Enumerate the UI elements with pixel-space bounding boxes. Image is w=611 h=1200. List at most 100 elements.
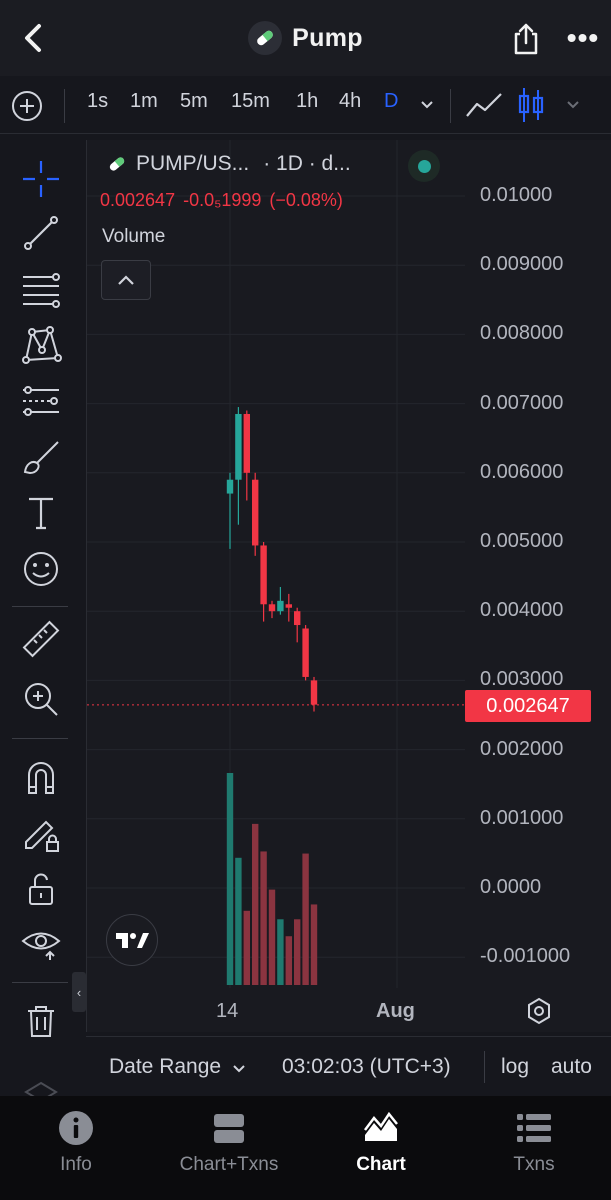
legend-change: -0.0₅1999 — [183, 190, 262, 210]
interval-1h[interactable]: 1h — [296, 90, 319, 112]
tab-txns[interactable]: Txns — [459, 1110, 609, 1186]
candle-body — [268, 604, 276, 612]
toolbar-divider — [12, 982, 68, 983]
magnet-tool[interactable] — [18, 754, 64, 800]
pump-coin-logo — [248, 21, 283, 55]
price-axis-label: 0.006000 — [480, 460, 564, 483]
chart-legend[interactable]: PUMP/US... · 1D · d... — [106, 152, 351, 176]
pill-icon — [257, 30, 274, 46]
magnet-icon — [28, 762, 54, 794]
add-indicator-icon[interactable] — [10, 89, 44, 123]
share-button[interactable] — [505, 18, 547, 60]
crosshair-icon — [23, 161, 59, 197]
volume-bar — [252, 823, 259, 985]
candle-body — [302, 628, 309, 677]
clock-readout[interactable]: 03:02:03 (UTC+3) — [282, 1055, 451, 1078]
toolbar-collapse-tab[interactable]: ‹ — [72, 972, 86, 1012]
date-range-bar: Date Range 03:02:03 (UTC+3) log auto — [86, 1036, 611, 1096]
lock-drawing-tool[interactable] — [18, 810, 64, 856]
trend-line-icon — [24, 216, 58, 250]
chevron-down-icon[interactable] — [230, 1059, 248, 1077]
price-axis-label: 0.009000 — [480, 253, 564, 276]
fib-tool[interactable] — [18, 266, 64, 312]
app-header: Pump ••• — [0, 0, 611, 76]
legend-symbol: PUMP/US... — [136, 152, 250, 175]
text-tool[interactable] — [18, 490, 64, 536]
zoom-tool[interactable] — [18, 676, 64, 722]
candle-body — [243, 413, 250, 473]
delete-tool[interactable] — [18, 998, 64, 1044]
text-icon — [29, 497, 53, 530]
line-chart-icon[interactable] — [464, 90, 504, 120]
crosshair-tool[interactable] — [18, 156, 64, 202]
pattern-icon — [22, 326, 62, 364]
tab-label: Txns — [513, 1154, 555, 1175]
volume-bar — [294, 919, 301, 985]
chevron-down-icon[interactable] — [415, 92, 439, 116]
price-axis-label: 0.005000 — [480, 530, 564, 552]
lock-all-tool[interactable] — [18, 866, 64, 912]
legend-price: 0.002647 — [100, 190, 176, 210]
chevron-left-icon — [25, 24, 41, 52]
candle-body — [310, 680, 318, 705]
volume-bar — [268, 889, 276, 985]
tradingview-logo[interactable] — [106, 914, 158, 966]
measure-tool[interactable] — [18, 616, 64, 662]
tab-info[interactable]: Info — [1, 1110, 151, 1186]
interval-1m[interactable]: 1m — [130, 90, 158, 112]
volume-bar — [277, 919, 284, 985]
tab-label: Chart — [356, 1154, 406, 1175]
settings-icon[interactable] — [524, 996, 554, 1026]
toolbar-divider — [64, 89, 65, 123]
market-status-indicator[interactable] — [408, 150, 440, 182]
split-view-icon — [211, 1110, 247, 1146]
more-icon: ••• — [566, 22, 600, 53]
candlestick-icon[interactable] — [516, 86, 546, 124]
time-axis-label: Aug — [376, 1000, 415, 1022]
ruler-icon — [22, 620, 60, 658]
log-scale-toggle[interactable]: log — [501, 1055, 530, 1078]
last-price-tag: 0.002647 — [465, 690, 591, 722]
forecast-icon — [23, 386, 59, 416]
header-title-group: Pump — [248, 21, 363, 55]
hide-drawings-tool[interactable] — [18, 920, 64, 966]
emoji-tool[interactable] — [18, 546, 64, 592]
rangebar-divider — [484, 1051, 485, 1083]
brush-tool[interactable] — [18, 434, 64, 480]
candle-body — [226, 479, 234, 494]
back-button[interactable] — [14, 18, 52, 58]
candle-body — [235, 413, 242, 480]
tab-chart-txns[interactable]: Chart+Txns — [154, 1110, 304, 1186]
collapse-legend-button[interactable] — [101, 260, 151, 300]
price-axis-label: 0.01000 — [480, 184, 553, 206]
volume-indicator-label[interactable]: Volume — [102, 226, 166, 247]
candle-body — [294, 611, 301, 626]
list-icon — [516, 1110, 552, 1146]
tab-chart[interactable]: Chart — [306, 1110, 456, 1186]
more-options-button[interactable]: ••• — [560, 20, 606, 56]
candle-body — [285, 604, 292, 608]
interval-5m[interactable]: 5m — [180, 90, 208, 112]
more-tools-button[interactable] — [18, 1058, 64, 1104]
info-icon — [58, 1110, 94, 1146]
interval-15m[interactable]: 15m — [231, 90, 270, 112]
price-axis-label: 0.004000 — [480, 599, 564, 622]
unlock-icon — [29, 873, 53, 905]
interval-4h[interactable]: 4h — [339, 90, 362, 112]
page-title: Pump — [292, 23, 363, 52]
bottom-tab-bar: Info Chart+Txns Chart — [0, 1096, 611, 1200]
tab-label: Chart+Txns — [179, 1154, 279, 1175]
interval-d[interactable]: D — [384, 90, 399, 112]
brush-icon — [23, 441, 59, 475]
toolbar-divider — [450, 89, 451, 123]
legend-change-pct: (−0.08%) — [269, 190, 343, 210]
forecast-tool[interactable] — [18, 378, 64, 424]
trend-line-tool[interactable] — [18, 210, 64, 256]
date-range-button[interactable]: Date Range — [109, 1055, 222, 1078]
volume-bar — [260, 851, 267, 985]
pattern-tool[interactable] — [18, 322, 64, 368]
chevron-down-icon[interactable] — [561, 92, 585, 116]
auto-scale-toggle[interactable]: auto — [551, 1055, 592, 1078]
status-dot — [417, 159, 431, 173]
interval-1s[interactable]: 1s — [87, 90, 109, 112]
